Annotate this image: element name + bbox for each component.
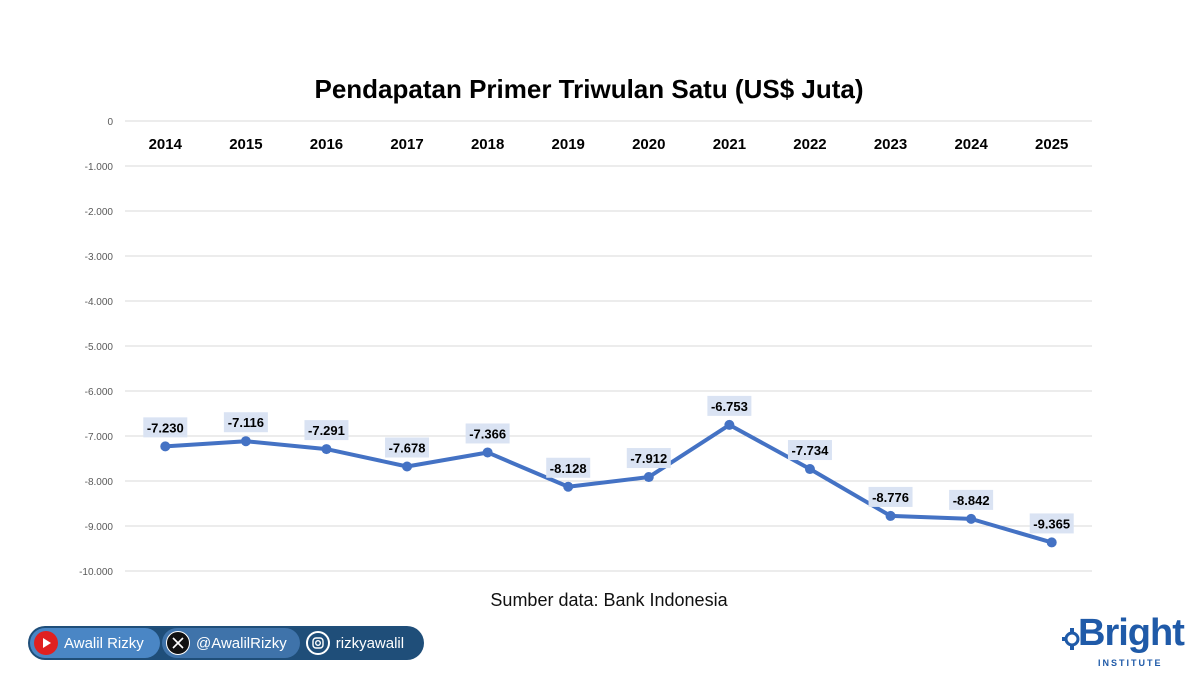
data-label: -7.912	[630, 451, 667, 466]
social-links-bar: Awalil Rizky @AwalilRizky rizkyawalil	[28, 626, 424, 660]
y-tick-label: -9.000	[85, 522, 114, 533]
y-tick-label: -1.000	[85, 162, 114, 173]
x-tick-label: 2014	[149, 136, 183, 153]
data-label: -7.678	[389, 441, 426, 456]
data-point	[482, 447, 493, 458]
x-tick-label: 2023	[874, 136, 907, 153]
instagram-link[interactable]: rizkyawalil	[302, 628, 424, 658]
y-tick-label: -5.000	[85, 342, 114, 353]
data-label: -7.734	[792, 443, 830, 458]
data-label-background	[223, 412, 268, 433]
data-label-background	[385, 437, 430, 458]
y-tick-label: -10.000	[79, 567, 113, 578]
data-point	[966, 513, 977, 524]
y-tick-label: -6.000	[85, 387, 114, 398]
y-tick-label: -8.000	[85, 477, 114, 488]
source-note: Sumber data: Bank Indonesia	[490, 590, 728, 610]
instagram-icon	[305, 631, 330, 655]
data-label-background	[626, 448, 671, 469]
x-tick-label: 2017	[390, 136, 423, 153]
x-tick-label: 2019	[552, 136, 585, 153]
data-label-background	[949, 489, 994, 510]
twitter-handle: @AwalilRizky	[196, 634, 287, 652]
chart-title: Pendapatan Primer Triwulan Satu (US$ Jut…	[314, 74, 863, 104]
data-point	[724, 419, 735, 430]
youtube-handle: Awalil Rizky	[64, 634, 144, 652]
y-tick-label: -3.000	[85, 252, 114, 263]
x-tick-label: 2015	[229, 136, 262, 153]
youtube-link[interactable]: Awalil Rizky	[30, 628, 160, 658]
data-label: -8.128	[550, 461, 587, 476]
brand-subtitle: INSTITUTE	[1098, 658, 1163, 668]
data-label-background	[546, 457, 591, 478]
youtube-icon	[34, 631, 58, 655]
data-point	[321, 444, 332, 455]
data-label-background	[707, 395, 752, 416]
data-label-background	[465, 423, 510, 444]
x-tick-label: 2016	[310, 136, 343, 153]
data-point	[563, 481, 574, 492]
x-tick-label: 2018	[471, 136, 504, 153]
gear-logo-icon	[1062, 628, 1080, 650]
data-label: -7.291	[308, 423, 345, 438]
data-label-background	[1029, 513, 1074, 534]
data-label-background	[143, 417, 188, 438]
data-label: -7.366	[469, 426, 506, 441]
y-tick-label: -2.000	[85, 207, 114, 218]
y-tick-label: 0	[107, 117, 113, 128]
data-label: -7.116	[228, 415, 264, 430]
instagram-handle: rizkyawalil	[335, 634, 405, 652]
x-icon	[166, 631, 190, 655]
data-point	[804, 464, 815, 475]
data-point	[160, 441, 171, 452]
data-point	[885, 510, 896, 521]
data-label: -6.753	[711, 399, 748, 414]
series-line	[165, 422, 1053, 545]
data-point	[1046, 537, 1057, 548]
twitter-link[interactable]: @AwalilRizky	[162, 628, 300, 658]
x-tick-label: 2021	[713, 136, 746, 153]
x-tick-label: 2022	[793, 136, 826, 153]
x-tick-label: 2024	[954, 136, 988, 153]
data-label-background	[787, 440, 832, 461]
data-label: -8.776	[872, 490, 909, 505]
y-tick-label: -4.000	[85, 297, 114, 308]
data-label-background	[304, 420, 349, 441]
data-label-background	[868, 486, 913, 507]
data-point	[643, 472, 654, 483]
y-tick-label: -7.000	[85, 432, 114, 443]
bright-institute-logo: Bright INSTITUTE	[1060, 612, 1190, 670]
brand-name: Bright	[1078, 612, 1185, 654]
data-point	[240, 436, 251, 447]
data-label: -8.842	[953, 493, 990, 508]
x-tick-label: 2025	[1035, 136, 1068, 153]
x-tick-label: 2020	[632, 136, 665, 153]
data-label: -9.365	[1033, 516, 1070, 531]
data-label: -7.230	[147, 420, 184, 435]
data-point	[402, 461, 413, 472]
